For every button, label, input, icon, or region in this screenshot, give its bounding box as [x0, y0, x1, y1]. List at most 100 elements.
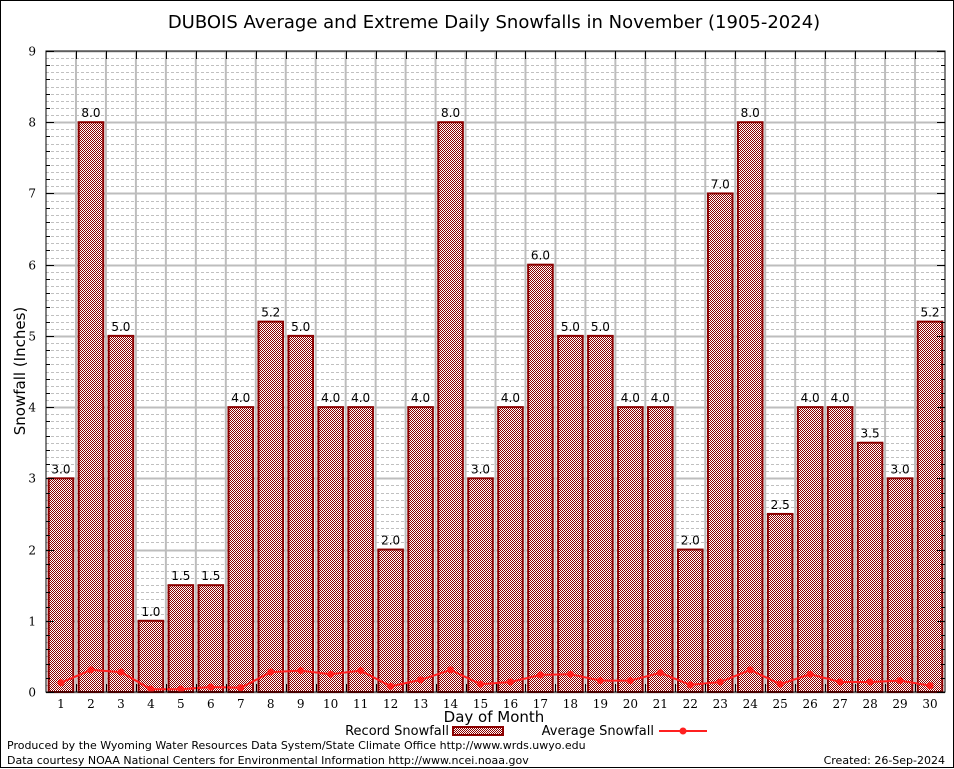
average-point-day-27	[836, 678, 844, 686]
x-tick-label: 14	[443, 697, 459, 711]
x-axis-label: Day of Month	[444, 708, 545, 726]
bar-label-day-28: 3.5	[861, 427, 880, 441]
bar-label-day-2: 8.0	[81, 106, 100, 120]
bar-record-day-23	[706, 192, 734, 693]
x-tick-label: 24	[743, 697, 759, 711]
footer-data-courtesy: Data courtesy NOAA National Centers for …	[7, 754, 529, 767]
bar-label-day-30: 5.2	[920, 306, 939, 320]
average-point-day-2	[87, 666, 95, 674]
bar-record-day-14	[437, 121, 464, 693]
x-tick-label: 27	[832, 697, 847, 711]
grid	[46, 50, 945, 694]
average-point-day-24	[746, 666, 754, 674]
y-tick-label: 9	[28, 45, 36, 59]
x-tick-label: 8	[267, 697, 275, 711]
y-tick-label: 0	[28, 686, 36, 700]
legend: Record Snowfall Average Snowfall	[345, 724, 707, 739]
x-tick-label: 7	[237, 697, 245, 711]
average-point-day-12	[387, 682, 395, 690]
bar-record-day-12	[377, 548, 404, 693]
x-tick-label: 4	[147, 697, 155, 711]
bar-label-day-13: 4.0	[411, 391, 430, 405]
bar-label-day-26: 4.0	[801, 391, 820, 405]
legend-average-marker	[679, 727, 687, 735]
bar-record-day-28	[856, 441, 884, 693]
x-tick-label: 17	[533, 697, 548, 711]
x-tick-label: 30	[922, 697, 937, 711]
bar-label-day-5: 1.5	[171, 569, 190, 583]
bar-record-day-30	[916, 320, 944, 693]
bar-record-day-10	[317, 406, 344, 693]
bar-record-day-6	[197, 584, 225, 694]
average-point-day-21	[656, 669, 664, 677]
bar-record-day-7	[227, 406, 255, 693]
bar-record-day-20	[617, 406, 644, 693]
average-point-day-20	[626, 677, 634, 685]
x-tick-label: 15	[473, 697, 488, 711]
footer-created: Created: 26-Sep-2024	[824, 754, 945, 767]
bar-record-day-22	[676, 548, 704, 693]
average-point-day-11	[357, 667, 365, 675]
y-axis-label: Snowfall (Inches)	[11, 307, 29, 435]
bar-label-day-11: 4.0	[351, 391, 370, 405]
bar-record-day-1	[47, 477, 75, 694]
average-line-group	[57, 666, 934, 693]
x-tick-label: 19	[593, 697, 608, 711]
y-tick-label: 2	[28, 544, 36, 558]
y-tick-label: 6	[28, 259, 36, 273]
average-point-day-9	[297, 667, 305, 675]
bar-label-day-4: 1.0	[141, 605, 160, 619]
bar-record-day-9	[287, 334, 315, 693]
average-point-day-23	[716, 678, 724, 686]
average-point-day-22	[686, 681, 694, 689]
average-point-day-29	[896, 677, 904, 685]
x-tick-label: 21	[653, 697, 668, 711]
x-tick-label: 12	[383, 697, 398, 711]
x-tick-label: 25	[773, 697, 788, 711]
bar-record-day-5	[167, 584, 195, 694]
y-tick-label: 8	[28, 116, 36, 130]
bar-record-day-2	[77, 121, 105, 693]
legend-average-label: Average Snowfall	[542, 724, 654, 739]
bar-record-day-13	[407, 406, 434, 693]
bars-group	[47, 121, 944, 694]
bar-label-day-7: 4.0	[231, 391, 250, 405]
bar-record-day-17	[527, 263, 554, 693]
average-point-day-4	[147, 685, 155, 693]
bar-label-day-3: 5.0	[111, 320, 130, 334]
bar-label-day-27: 4.0	[831, 391, 850, 405]
average-point-day-3	[117, 668, 125, 676]
bar-record-day-11	[347, 406, 374, 693]
bar-label-day-19: 5.0	[591, 320, 610, 334]
chart-title: DUBOIS Average and Extreme Daily Snowfal…	[168, 12, 820, 33]
average-point-day-13	[417, 676, 425, 684]
average-point-day-19	[596, 677, 604, 685]
y-tick-label: 1	[28, 615, 36, 629]
average-point-day-28	[866, 678, 874, 686]
x-tick-label: 9	[297, 697, 305, 711]
bar-record-day-24	[736, 121, 764, 693]
bar-label-day-8: 5.2	[261, 306, 280, 320]
bar-label-day-24: 8.0	[741, 106, 760, 120]
bar-record-day-16	[497, 406, 524, 693]
bar-labels-group: 3.0 8.0 5.0 1.0 1.5 1.5 4.0 5.2 5.0 4.0 4.0 2.0 4.0 8…	[51, 106, 939, 619]
average-point-day-30	[926, 682, 934, 690]
x-tick-label: 5	[177, 697, 185, 711]
bar-record-day-29	[886, 477, 914, 694]
legend-record-swatch	[452, 726, 504, 736]
bar-record-day-8	[257, 320, 285, 693]
bar-label-day-20: 4.0	[621, 391, 640, 405]
bar-label-day-15: 3.0	[471, 462, 490, 476]
average-point-day-14	[447, 666, 455, 674]
average-point-day-10	[327, 670, 335, 678]
legend-record-label: Record Snowfall	[345, 724, 449, 739]
bar-label-day-25: 2.5	[771, 498, 790, 512]
average-snowfall-line	[60, 668, 931, 691]
x-tick-label: 28	[862, 697, 877, 711]
bar-record-day-3	[107, 334, 135, 693]
average-point-day-15	[477, 680, 485, 688]
bar-label-day-1: 3.0	[51, 462, 70, 476]
y-tick-label: 4	[28, 401, 36, 415]
